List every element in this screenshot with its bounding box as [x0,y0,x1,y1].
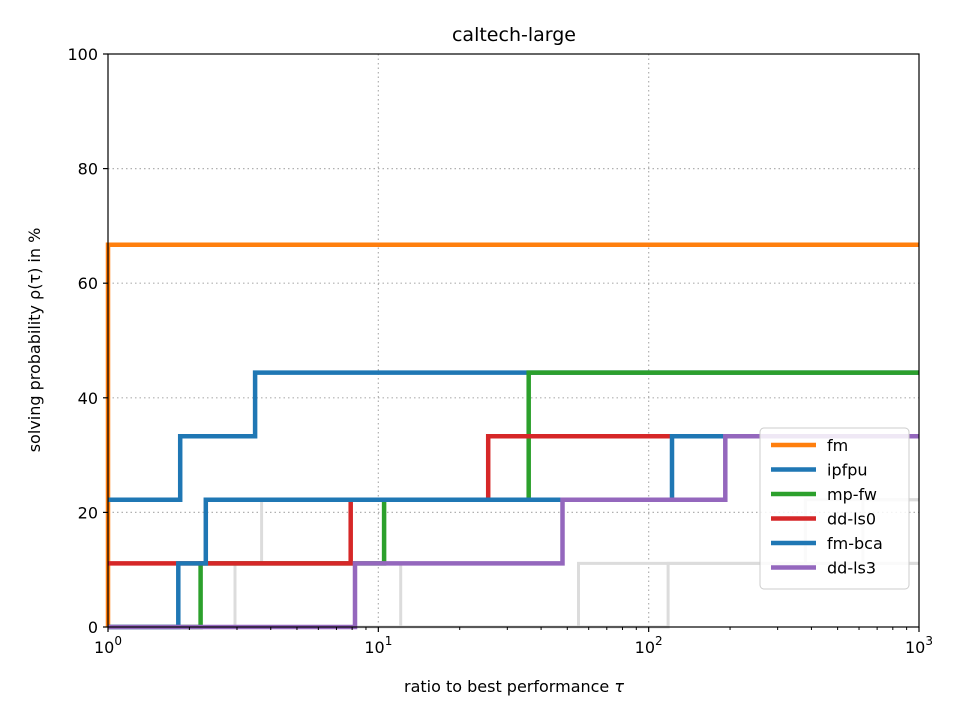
y-axis-label: solving probability ρ(τ) in % [25,228,44,453]
x-tick-exponent: 0 [114,634,122,648]
x-tick-label: 102 [635,634,663,657]
x-tick-label: 100 [94,634,122,657]
legend-label-dd-ls3: dd-ls3 [827,559,876,578]
y-tick-label: 20 [78,503,98,522]
x-tick-base: 10 [905,638,925,657]
x-tick-exponent: 1 [385,634,393,648]
x-tick-base: 10 [635,638,655,657]
series-line-dd-ls3 [108,433,919,630]
legend-label-fm-bca: fm-bca [827,534,883,553]
legend-label-ipfpu: ipfpu [827,461,868,480]
x-tick-base: 10 [94,638,114,657]
y-axis-label-text: solving probability [25,305,44,452]
x-tick-label: 101 [364,634,392,657]
series-line-ipfpu [108,370,919,503]
legend: fm ipfpu mp-fw dd-ls0 fm-bca dd-ls3 [759,427,910,590]
y-tick-label: 40 [78,389,98,408]
y-tick-label: 100 [67,45,98,64]
chart-title: caltech-large [452,24,576,46]
legend-label-mp-fw: mp-fw [827,485,877,504]
y-tick-label: 60 [78,274,98,293]
x-tick-exponent: 2 [655,634,663,648]
plot-frame [107,53,920,628]
x-axis-label-symbol: τ [614,677,624,696]
x-axis-label: ratio to best performance τ [404,677,624,696]
series-line-fm-bca [108,433,919,630]
y-tick-label: 0 [88,618,98,637]
x-tick-base: 10 [364,638,384,657]
y-tick-label: 80 [78,160,98,179]
legend-label-dd-ls0: dd-ls0 [827,510,876,529]
y-axis-label-symbol: ρ(τ) in % [25,228,44,300]
x-tick-label: 103 [905,634,933,657]
x-axis-label-text: ratio to best performance [404,677,609,696]
x-tick-exponent: 3 [925,634,933,648]
legend-label-fm: fm [827,436,848,455]
series-line-mp-fw [108,370,919,630]
